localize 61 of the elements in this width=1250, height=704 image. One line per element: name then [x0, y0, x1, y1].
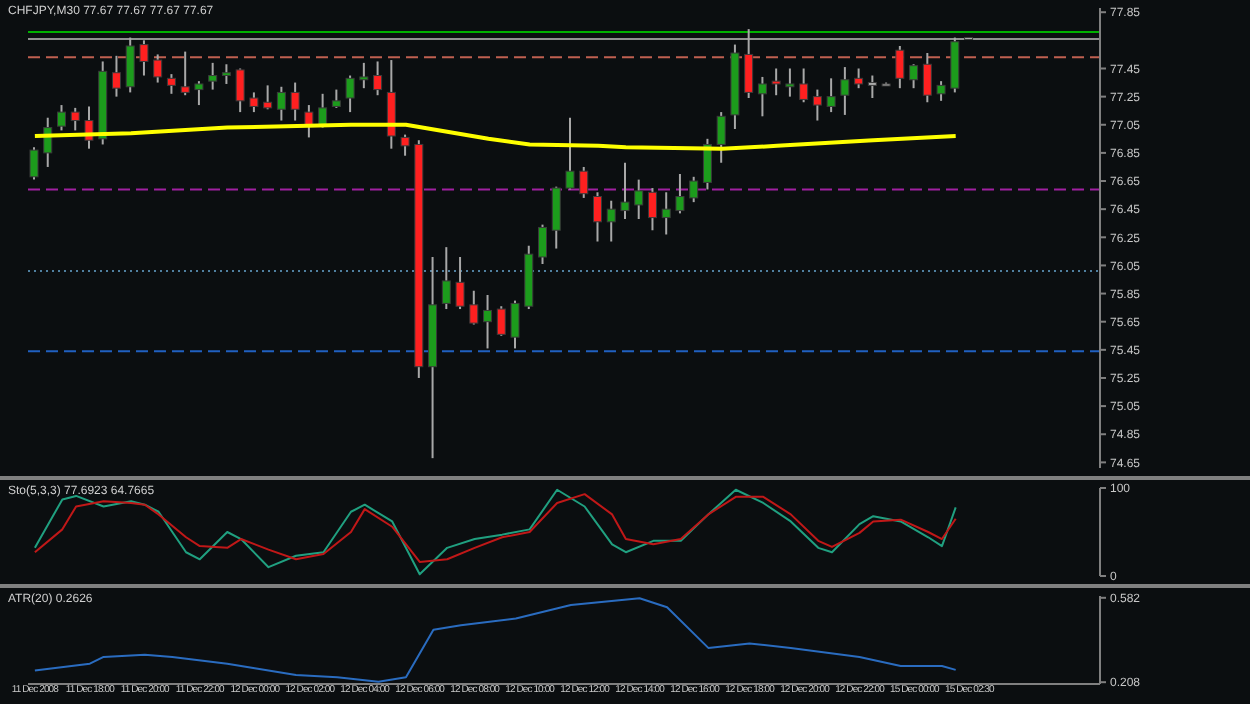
candlestick: [592, 191, 602, 243]
candlestick: [111, 54, 121, 98]
candlestick: [318, 92, 328, 129]
candlestick: [826, 77, 836, 114]
candlestick: [867, 74, 877, 100]
candlestick: [785, 67, 795, 98]
candlestick: [235, 67, 245, 114]
candlestick: [469, 289, 479, 326]
line-series: [33, 493, 957, 563]
candlestick: [386, 59, 396, 150]
candlestick: [702, 137, 712, 191]
candlestick: [496, 305, 506, 337]
candlestick: [579, 165, 589, 199]
candlestick: [510, 299, 520, 350]
candlestick: [606, 199, 616, 243]
candlestick: [661, 191, 671, 236]
candlestick: [166, 73, 176, 95]
candlestick: [56, 104, 66, 132]
candlestick: [29, 146, 39, 181]
candlestick: [771, 67, 781, 97]
candlestick: [909, 63, 919, 90]
candlestick: [276, 85, 286, 122]
candlestick: [400, 133, 410, 157]
candlestick: [812, 88, 822, 122]
candlestick: [373, 60, 383, 97]
candlestick: [345, 74, 355, 114]
candlestick: [304, 104, 314, 139]
candlestick: [441, 246, 451, 311]
candlestick: [180, 50, 190, 97]
candlestick: [799, 67, 809, 104]
candlestick: [194, 80, 204, 107]
candlestick: [455, 255, 465, 311]
candlestick: [70, 106, 80, 132]
candlestick: [483, 293, 493, 350]
candlestick: [716, 111, 726, 164]
candlestick: [153, 53, 163, 84]
candlestick: [840, 66, 850, 116]
candlestick: [538, 223, 548, 266]
candlestick: [221, 63, 231, 85]
candlestick: [208, 61, 218, 91]
candlestick: [634, 178, 644, 221]
candlestick: [757, 75, 767, 118]
candlestick: [125, 36, 135, 94]
candlestick: [922, 52, 932, 104]
candlestick: [249, 91, 259, 114]
candlestick: [620, 161, 630, 221]
candlestick: [854, 67, 864, 90]
candlestick: [331, 88, 341, 109]
candlestick: [359, 61, 369, 90]
candlestick: [290, 81, 300, 122]
line-series: [32, 122, 958, 151]
candlestick: [936, 80, 946, 102]
candlestick: [139, 39, 149, 77]
candlestick: [565, 116, 575, 191]
candlestick: [744, 28, 754, 100]
candlestick: [895, 44, 905, 90]
candlestick: [551, 185, 561, 250]
candlestick: [950, 36, 960, 94]
candlestick: [689, 175, 699, 204]
candlestick: [675, 172, 685, 215]
candlestick: [647, 187, 657, 232]
